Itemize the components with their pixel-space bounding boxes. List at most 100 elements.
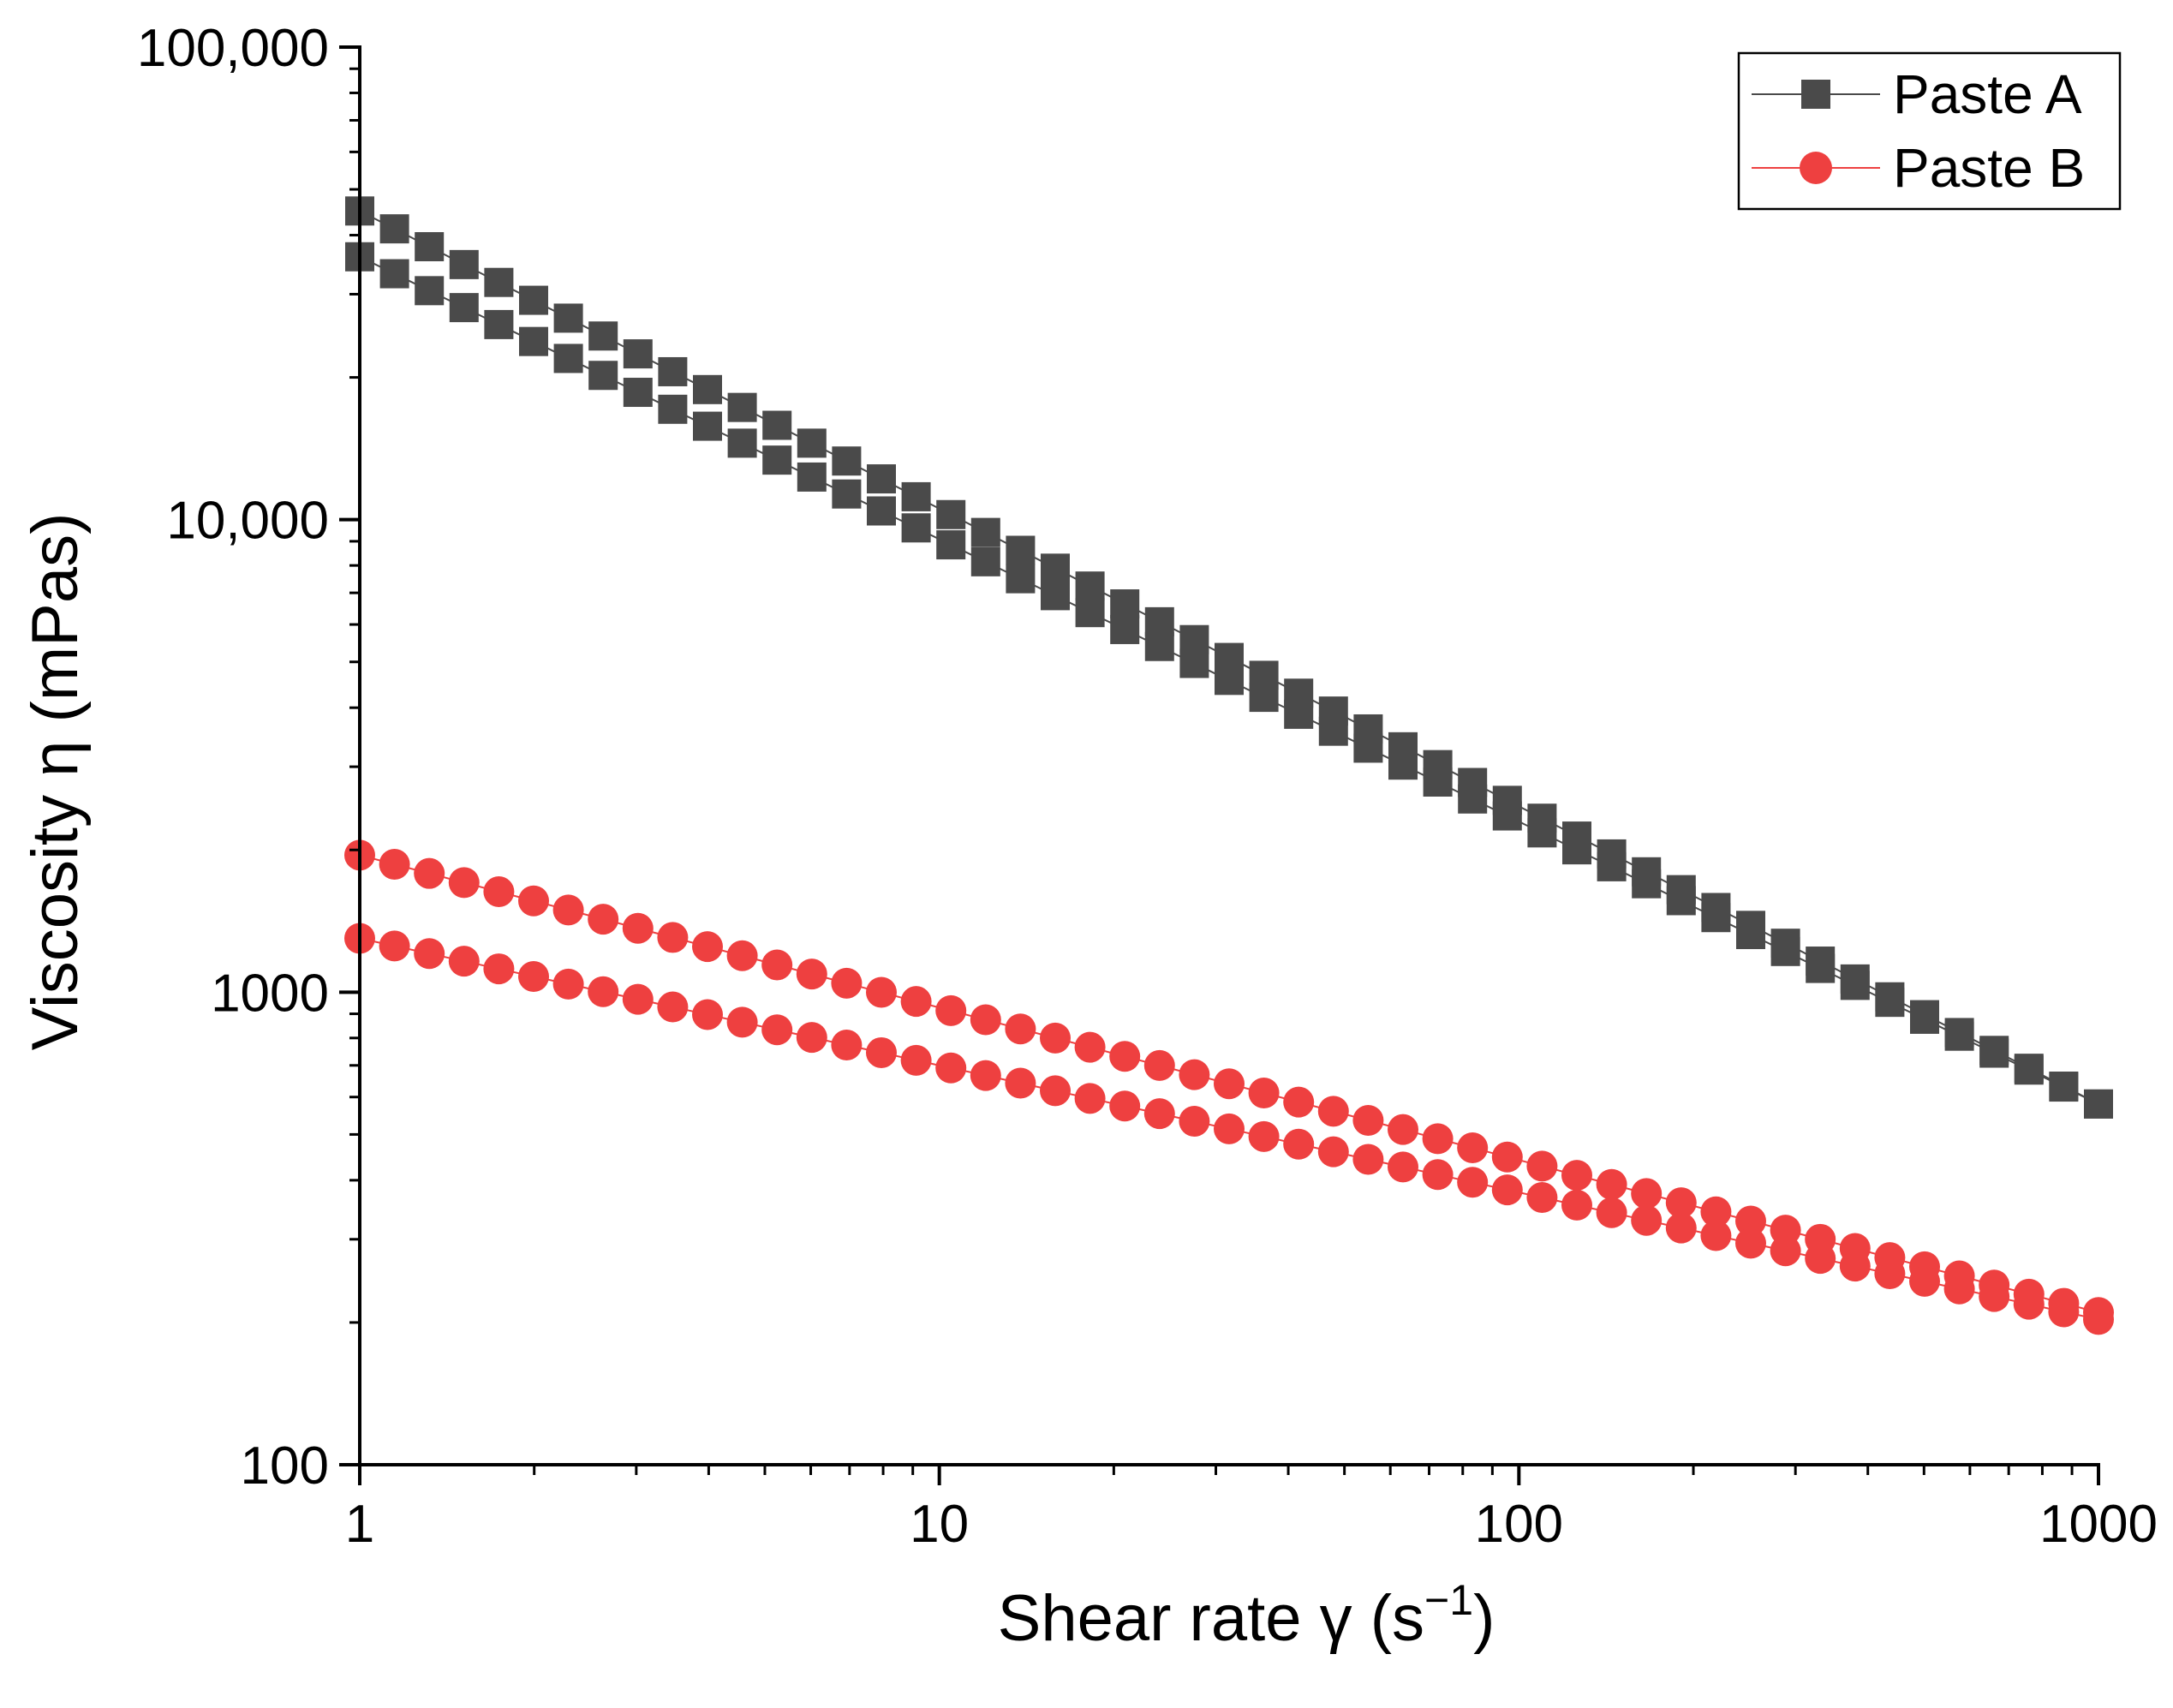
data-point-circle: [831, 967, 863, 999]
data-point-circle: [1283, 1086, 1315, 1118]
data-point-circle: [1179, 1059, 1210, 1090]
legend-label-paste-a: Paste A: [1893, 63, 2082, 125]
data-point-circle: [796, 1022, 827, 1054]
data-point-square: [901, 513, 931, 543]
data-point-square: [727, 392, 757, 422]
data-point-circle: [1909, 1265, 1940, 1297]
data-point-circle: [1631, 1204, 1663, 1236]
data-point-circle: [2048, 1296, 2080, 1328]
data-point-circle: [1422, 1123, 1454, 1155]
data-point-square: [832, 479, 862, 509]
data-point-square: [658, 394, 688, 424]
data-point-circle: [1805, 1243, 1836, 1275]
data-point-circle: [1317, 1096, 1349, 1127]
data-point-square: [1840, 970, 1870, 1000]
data-point-square: [1875, 988, 1905, 1018]
y-tick-label: 100: [241, 1436, 329, 1496]
data-point-square: [1144, 606, 1174, 636]
data-point-circle: [518, 885, 549, 917]
data-point-circle: [2083, 1304, 2114, 1335]
data-point-circle: [1074, 1083, 1106, 1114]
data-point-square: [1353, 733, 1383, 763]
data-point-circle: [692, 999, 723, 1030]
data-point-circle: [2013, 1288, 2045, 1320]
data-point-circle: [1214, 1113, 1245, 1144]
data-point-square: [1632, 869, 1662, 899]
data-point-circle: [726, 940, 758, 971]
data-point-square: [867, 464, 896, 494]
data-point-circle: [1040, 1075, 1071, 1107]
series-layer: [344, 196, 2114, 1335]
series-paste-a: [345, 196, 2113, 1119]
data-point-square: [1562, 835, 1591, 865]
y-axis-title: Viscosity η (mPas): [19, 513, 92, 1051]
data-point-circle: [796, 959, 827, 990]
data-point-circle: [935, 994, 967, 1026]
data-point-square: [797, 428, 827, 458]
data-point-square: [1284, 699, 1314, 729]
data-point-circle: [900, 986, 932, 1018]
x-tick-label: 100: [1475, 1495, 1563, 1554]
data-point-circle: [1457, 1167, 1489, 1198]
data-point-square: [553, 303, 583, 333]
data-point-circle: [1109, 1090, 1141, 1122]
data-point-circle: [448, 867, 480, 899]
data-point-square: [2049, 1072, 2079, 1102]
data-point-square: [832, 446, 862, 476]
data-point-square: [970, 517, 1000, 547]
data-point-square: [379, 214, 409, 244]
axes-layer: [358, 45, 2100, 1466]
data-point-square: [1388, 750, 1418, 780]
data-point-circle: [448, 946, 480, 977]
data-point-circle: [1214, 1068, 1245, 1100]
data-point-circle: [1770, 1235, 1801, 1267]
data-point-circle: [761, 1014, 793, 1046]
data-point-circle: [1005, 1067, 1036, 1099]
data-point-square: [1006, 535, 1036, 565]
data-point-circle: [1457, 1132, 1489, 1164]
data-point-circle: [1561, 1189, 1592, 1221]
data-point-circle: [935, 1052, 967, 1084]
data-point-circle: [692, 931, 723, 963]
y-tick-label: 10,000: [166, 492, 329, 551]
data-point-circle: [1352, 1104, 1384, 1136]
data-point-circle: [518, 960, 549, 992]
data-point-circle: [831, 1030, 863, 1061]
data-point-square: [484, 267, 514, 297]
data-point-circle: [1665, 1187, 1697, 1219]
data-point-square: [1492, 801, 1522, 831]
data-point-square: [415, 232, 445, 262]
data-point-circle: [1109, 1041, 1141, 1072]
data-point-square: [519, 285, 548, 315]
data-point-circle: [657, 991, 689, 1023]
data-point-circle: [1561, 1160, 1592, 1191]
data-point-circle: [1388, 1151, 1418, 1183]
data-point-circle: [1700, 1196, 1732, 1227]
series-paste-b: [344, 839, 2114, 1335]
data-point-circle: [552, 894, 584, 926]
data-point-square: [936, 499, 966, 529]
data-point-square: [1144, 631, 1174, 661]
data-point-square: [1318, 716, 1348, 746]
data-point-square: [727, 428, 757, 458]
data-point-circle: [622, 912, 654, 944]
data-point-square: [867, 496, 896, 526]
data-point-square: [1910, 1004, 1939, 1034]
data-point-circle: [1143, 1049, 1175, 1081]
data-point-circle: [1388, 1114, 1418, 1145]
data-point-circle: [1422, 1159, 1454, 1191]
x-tick-label: 1000: [2039, 1495, 2158, 1554]
data-point-square: [1597, 851, 1627, 881]
data-point-square: [797, 462, 827, 492]
x-tick-label: 10: [910, 1495, 969, 1554]
data-point-square: [1075, 571, 1105, 601]
data-point-square: [588, 361, 618, 391]
data-point-square: [658, 356, 688, 386]
data-point-circle: [1631, 1178, 1663, 1209]
data-point-square: [1736, 920, 1765, 950]
data-point-circle: [379, 930, 410, 962]
data-point-circle: [483, 876, 515, 908]
legend-marker-square: [1801, 80, 1830, 109]
data-point-circle: [1074, 1031, 1106, 1063]
data-point-circle: [1491, 1174, 1523, 1206]
